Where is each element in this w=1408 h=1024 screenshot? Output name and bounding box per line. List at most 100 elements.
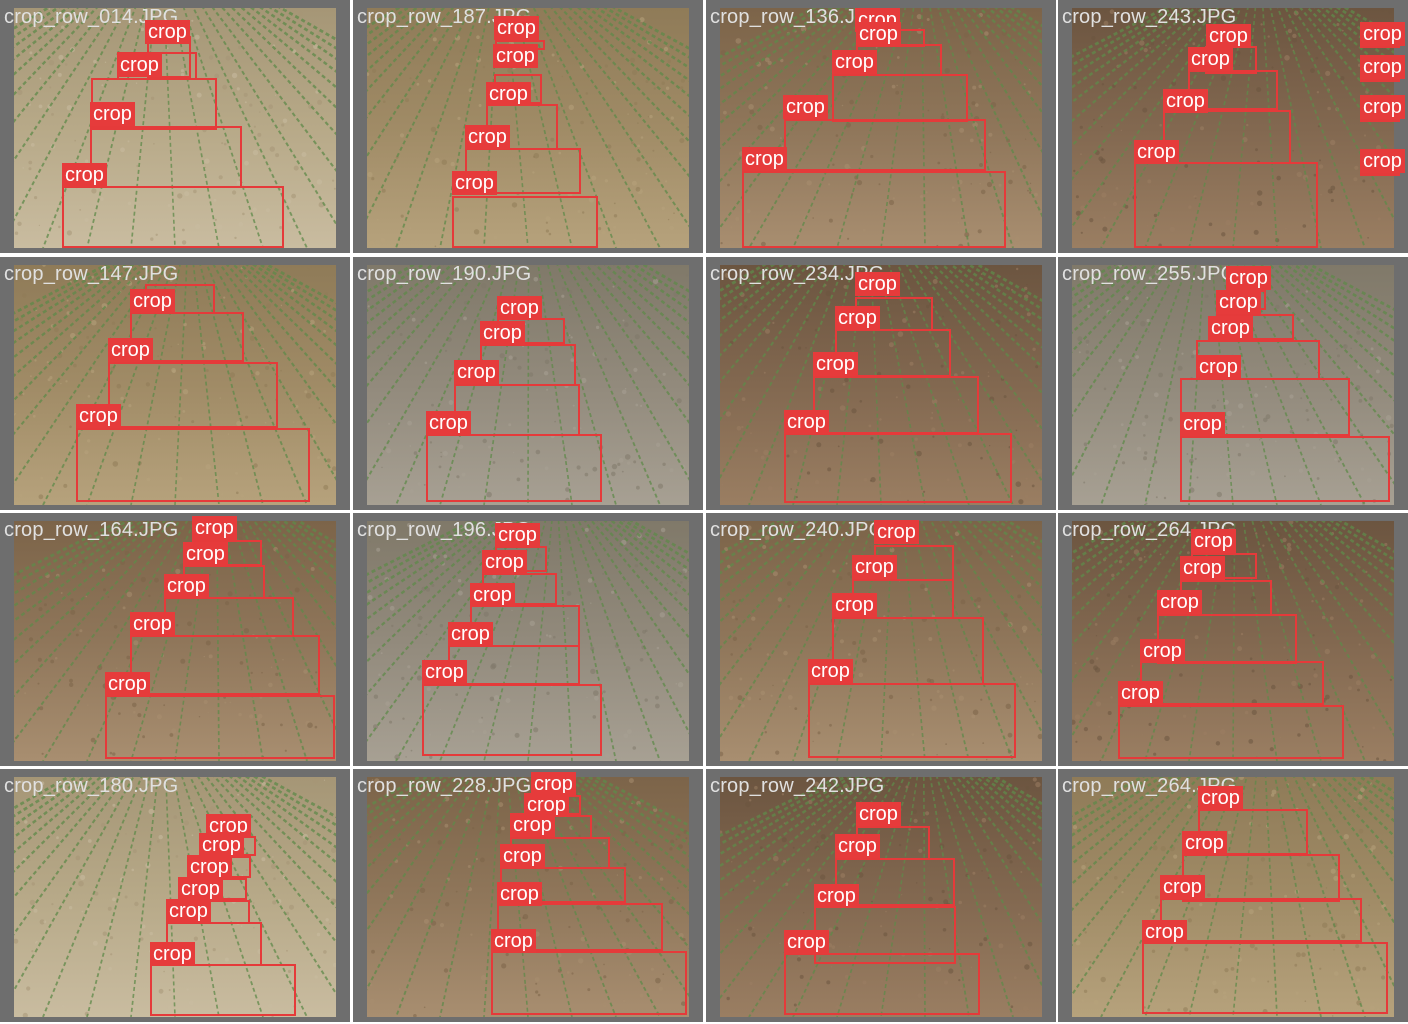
bounding-box xyxy=(1134,162,1318,248)
detection-label: crop xyxy=(493,44,538,68)
bounding-box xyxy=(422,684,602,756)
detection-label: crop xyxy=(832,593,877,617)
image-tile[interactable]: crop_row_187.JPG crop crop crop crop crop xyxy=(353,0,703,253)
bounding-box xyxy=(452,196,598,248)
detection-label: crop xyxy=(1216,290,1261,314)
bounding-box xyxy=(784,953,980,1015)
image-tile[interactable]: crop_row_234.JPG crop crop crop crop xyxy=(706,257,1056,510)
detection-label: crop xyxy=(1191,529,1236,553)
bounding-box xyxy=(105,695,335,759)
field-photo xyxy=(14,777,336,1017)
image-tile[interactable]: crop_row_228.JPG crop crop crop crop crop crop xyxy=(353,769,703,1022)
detection-label: crop xyxy=(482,550,527,574)
image-filename: crop_row_240.JPG xyxy=(710,519,885,541)
detection-label: crop xyxy=(808,659,853,683)
detection-label: crop xyxy=(495,523,540,547)
detection-label: crop xyxy=(1206,24,1251,48)
detection-label: crop xyxy=(814,884,859,908)
detection-label: crop xyxy=(500,844,545,868)
field-photo xyxy=(14,265,336,505)
detection-label: crop xyxy=(1180,556,1225,580)
detection-label: crop xyxy=(856,802,901,826)
detection-label: crop xyxy=(192,516,237,540)
image-tile[interactable]: crop_row_164.JPG crop crop crop crop crop xyxy=(0,513,350,766)
detection-label: crop xyxy=(497,296,542,320)
detection-label: crop xyxy=(1142,920,1187,944)
detection-label: crop xyxy=(856,22,901,46)
bounding-box xyxy=(1360,172,1400,176)
image-filename: crop_row_243.JPG xyxy=(1062,6,1237,28)
image-filename: crop_row_187.JPG xyxy=(357,6,532,28)
bounding-box xyxy=(813,376,979,434)
detection-label: crop xyxy=(531,772,576,796)
image-tile[interactable]: crop_row_190.JPG crop crop crop crop xyxy=(353,257,703,510)
detection-label: crop xyxy=(1188,47,1233,71)
bounding-box xyxy=(1180,436,1390,502)
image-tile[interactable]: crop_row_242.JPG crop crop crop crop xyxy=(706,769,1056,1022)
image-filename: crop_row_190.JPG xyxy=(357,263,532,285)
detection-label: crop xyxy=(784,930,829,954)
bounding-box xyxy=(1180,378,1350,436)
bounding-box xyxy=(1140,661,1324,705)
image-tile[interactable]: crop_row_255.JPG crop crop crop crop crop xyxy=(1058,257,1408,510)
image-tile[interactable]: crop_row_264.JPG crop crop crop crop crop xyxy=(1058,513,1408,766)
image-tile[interactable]: crop_row_014.JPG crop crop crop crop xyxy=(0,0,350,253)
bounding-box xyxy=(491,951,687,1015)
image-tile[interactable]: crop_row_196.JPG crop crop crop crop crop xyxy=(353,513,703,766)
detection-label: crop xyxy=(426,411,471,435)
bounding-box xyxy=(808,683,1016,758)
detection-label: crop xyxy=(448,622,493,646)
detection-label: crop xyxy=(855,272,900,296)
detection-label: crop xyxy=(491,929,536,953)
bounding-box xyxy=(62,186,284,248)
detection-label: crop xyxy=(452,171,497,195)
detection-label: crop xyxy=(1360,55,1405,79)
image-tile[interactable]: crop_row_264.JPG crop crop crop crop xyxy=(1058,769,1408,1022)
field-photo xyxy=(1072,8,1394,248)
detection-label: crop xyxy=(164,574,209,598)
detection-label: crop xyxy=(105,672,150,696)
detection-label: crop xyxy=(813,352,858,376)
detection-label: crop xyxy=(454,360,499,384)
bounding-box xyxy=(454,384,580,436)
bounding-box xyxy=(832,617,984,685)
bounding-box xyxy=(426,434,602,502)
bounding-box xyxy=(164,597,294,637)
detection-label: crop xyxy=(1360,149,1405,173)
detection-label: crop xyxy=(1360,22,1405,46)
detection-label: crop xyxy=(486,82,531,106)
image-filename: crop_row_196.JPG xyxy=(357,519,532,541)
image-filename: crop_row_180.JPG xyxy=(4,775,179,797)
image-tile[interactable]: crop_row_180.JPG crop crop crop crop crop crop xyxy=(0,769,350,1022)
image-tile[interactable]: crop_row_136.JPG crop crop crop crop crop xyxy=(706,0,1056,253)
detection-label: crop xyxy=(1198,786,1243,810)
detection-label: crop xyxy=(1180,412,1225,436)
detection-label: crop xyxy=(835,306,880,330)
detection-label: crop xyxy=(108,338,153,362)
field-photo xyxy=(367,8,689,248)
bounding-box xyxy=(1360,118,1400,122)
bounding-box xyxy=(1118,705,1344,759)
field-photo xyxy=(1072,777,1394,1017)
detection-label: crop xyxy=(1140,639,1185,663)
detection-label: crop xyxy=(117,53,162,77)
image-tile[interactable]: crop_row_243.JPG crop crop crop crop crop crop… xyxy=(1058,0,1408,253)
bounding-box xyxy=(130,312,244,362)
bounding-box xyxy=(130,635,320,695)
image-tile[interactable]: crop_row_240.JPG crop crop crop crop xyxy=(706,513,1056,766)
bounding-box xyxy=(76,428,310,502)
detection-label: crop xyxy=(1118,681,1163,705)
detection-label: crop xyxy=(183,542,228,566)
detection-label: crop xyxy=(130,289,175,313)
detection-label: crop xyxy=(1182,831,1227,855)
detection-label: crop xyxy=(874,520,919,544)
detection-label: crop xyxy=(1134,140,1179,164)
bounding-box xyxy=(742,171,1006,248)
field-photo xyxy=(720,265,1042,505)
detection-label: crop xyxy=(90,102,135,126)
detection-label: crop xyxy=(852,555,897,579)
bounding-box xyxy=(1142,942,1388,1014)
bounding-box xyxy=(448,645,580,685)
detection-label: crop xyxy=(510,813,555,837)
